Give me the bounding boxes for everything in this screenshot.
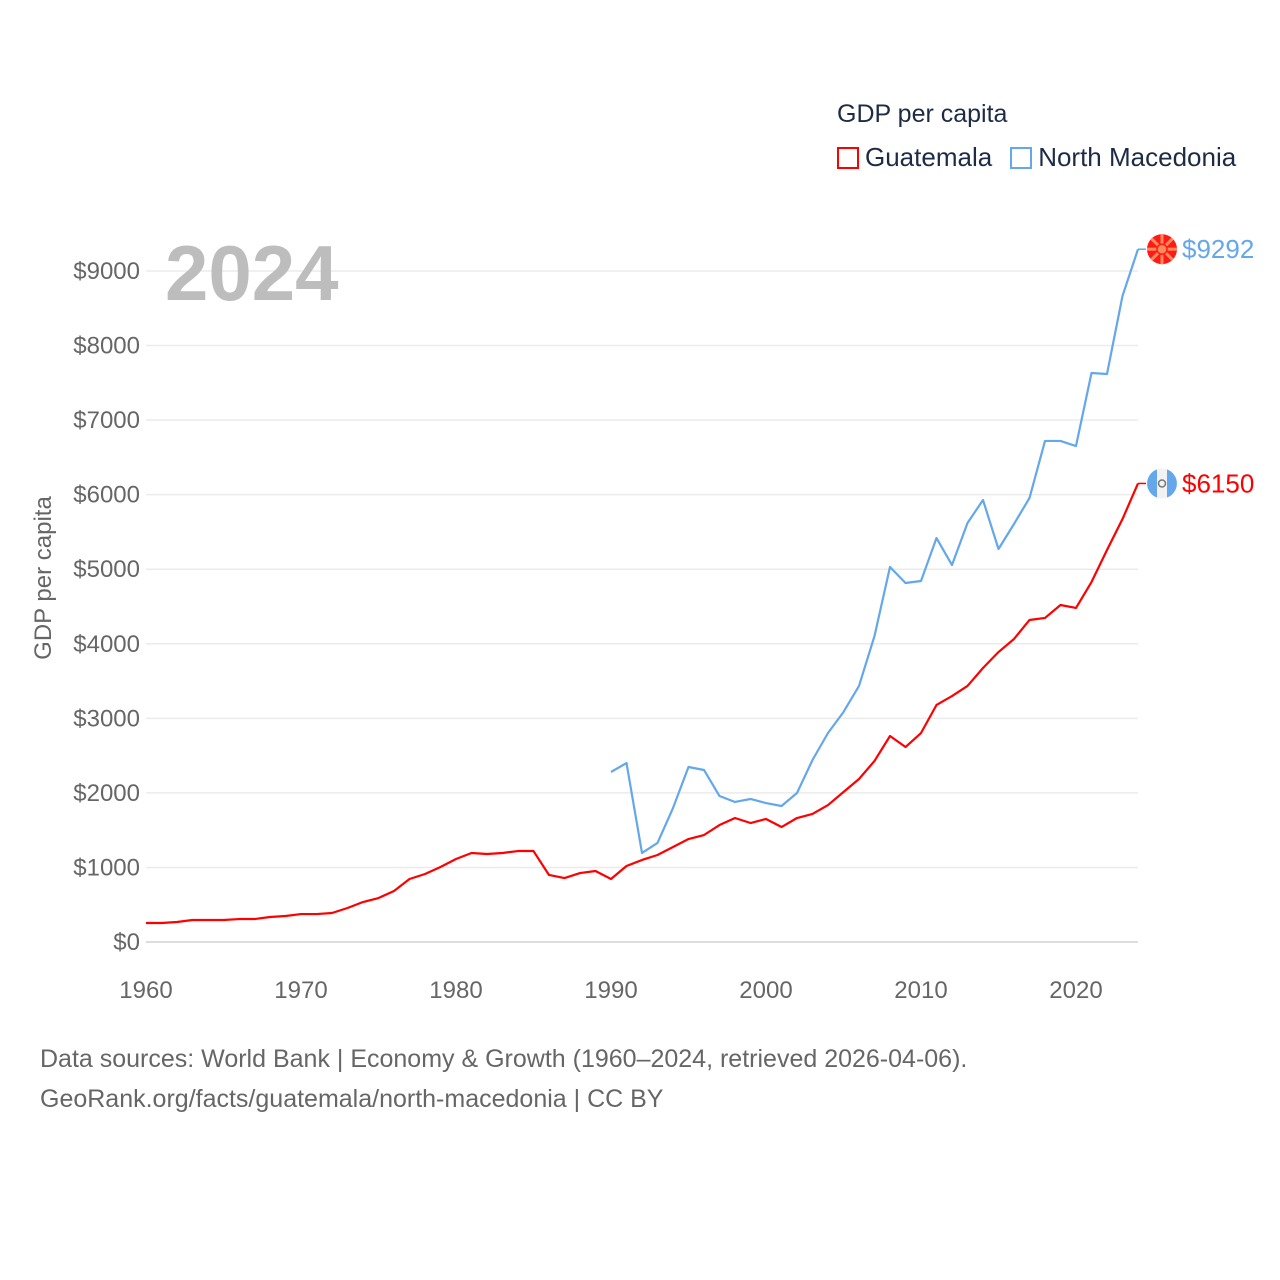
y-tick-label: $2000 xyxy=(73,780,140,807)
legend-label-north-macedonia[interactable]: North Macedonia xyxy=(1038,142,1237,172)
flag-stripe xyxy=(1167,469,1177,498)
x-tick-label: 2000 xyxy=(739,977,792,1004)
y-axis-label: GDP per capita xyxy=(30,496,57,660)
legend-swatch-north-macedonia xyxy=(1010,146,1033,169)
end-value-label: $6150 xyxy=(1182,468,1254,498)
x-tick-label: 1970 xyxy=(274,977,327,1004)
legend: Guatemala North Macedonia xyxy=(837,142,1236,173)
legend-swatch-guatemala xyxy=(837,146,859,169)
end-value-label: $9292 xyxy=(1182,234,1254,264)
x-tick-label: 2020 xyxy=(1049,977,1102,1004)
y-tick-label: $6000 xyxy=(73,482,140,509)
y-tick-label: $1000 xyxy=(73,854,140,881)
y-tick-label: $8000 xyxy=(73,333,140,360)
flag-sun xyxy=(1156,243,1168,255)
legend-title: GDP per capita xyxy=(837,100,1008,128)
series-line-north-macedonia xyxy=(610,248,1140,855)
x-tick-label: 1980 xyxy=(429,977,482,1004)
series-line-guatemala xyxy=(146,483,1140,925)
y-tick-label: $9000 xyxy=(73,258,140,285)
footer-sources: Data sources: World Bank | Economy & Gro… xyxy=(40,1045,968,1073)
year-label: 2024 xyxy=(165,229,339,317)
legend-label-guatemala[interactable]: Guatemala xyxy=(865,142,993,172)
y-tick-label: $7000 xyxy=(73,407,140,434)
y-tick-label: $4000 xyxy=(73,631,140,658)
y-tick-label: $0 xyxy=(113,929,140,956)
x-tick-label: 1990 xyxy=(584,977,637,1004)
y-tick-label: $3000 xyxy=(73,705,140,732)
y-tick-label: $5000 xyxy=(73,556,140,583)
flag-emblem xyxy=(1157,479,1167,488)
flag-stripe xyxy=(1147,469,1157,498)
x-tick-label: 2010 xyxy=(894,977,947,1004)
footer-link[interactable]: GeoRank.org/facts/guatemala/north-macedo… xyxy=(40,1085,664,1113)
x-tick-label: 1960 xyxy=(119,977,172,1004)
